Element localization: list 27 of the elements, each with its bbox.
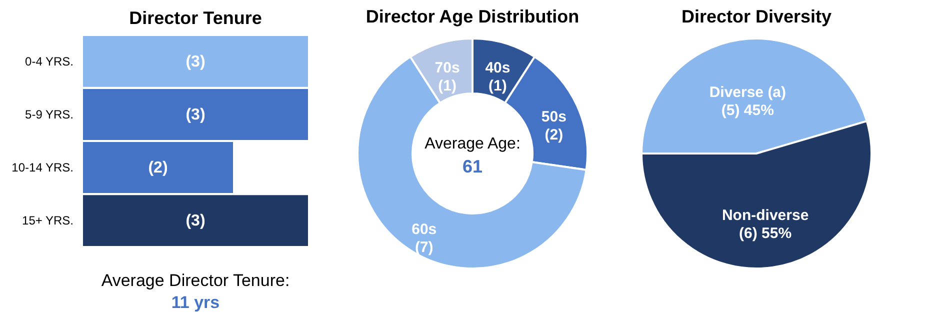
slice-label: 70s	[434, 60, 460, 77]
y-tick-label: 0-4 YRS.	[25, 54, 74, 68]
slice-label: 40s	[485, 60, 510, 77]
slice-label: 60s	[412, 220, 437, 238]
data-label: (3)	[186, 53, 206, 70]
chart-title: Director Diversity	[681, 6, 832, 26]
y-tick-label: 5-9 YRS.	[25, 107, 74, 122]
data-label: (2)	[148, 160, 168, 177]
slice-label: 50s	[541, 108, 566, 126]
data-label: (7)	[414, 238, 434, 256]
text: Average Director Tenure:	[101, 271, 290, 290]
data-label: (1)	[488, 78, 507, 95]
chart-title: Director Tenure	[129, 8, 262, 28]
data-label: (1)	[438, 78, 456, 95]
text: 61	[462, 156, 483, 176]
data-label: (2)	[544, 126, 564, 144]
chart-title: Director Age Distribution	[366, 6, 580, 26]
data-label: (3)	[186, 106, 206, 124]
y-tick-label: 10-14 YRS.	[12, 160, 74, 175]
y-tick-label: 15+ YRS.	[22, 214, 74, 228]
data-label: (3)	[186, 212, 206, 230]
data-label: (6) 55%	[739, 224, 792, 242]
text: Average Age:	[424, 136, 520, 152]
slice-label: Diverse (a)	[709, 84, 786, 102]
text: 11 yrs	[171, 293, 220, 312]
data-label: (5) 45%	[721, 102, 774, 120]
slice-label: Non-diverse	[722, 206, 809, 224]
